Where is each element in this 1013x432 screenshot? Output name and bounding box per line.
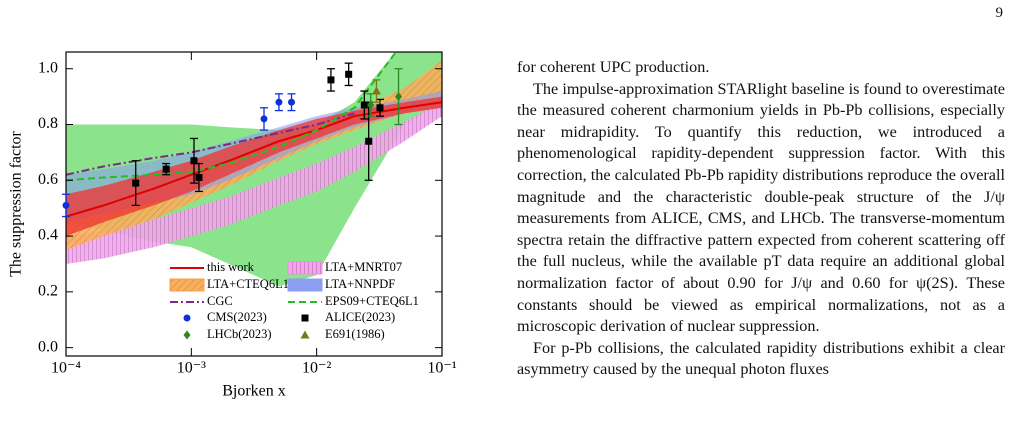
y-axis-label: The suppression factor <box>8 130 25 276</box>
x-tick-label: 10⁻³ <box>177 360 206 377</box>
marker <box>162 165 170 173</box>
marker <box>183 314 191 322</box>
marker <box>260 115 268 123</box>
marker <box>300 330 310 339</box>
band <box>66 96 442 237</box>
legend-label: E691(1986) <box>325 327 385 341</box>
y-tick-label: 0.0 <box>38 338 58 355</box>
marker <box>183 330 191 340</box>
line <box>66 112 355 176</box>
chart: The suppression factor Bjorken x this wo… <box>8 51 457 400</box>
y-tick-label: 0.8 <box>38 115 58 132</box>
marker <box>275 98 283 106</box>
y-tick-label: 0.4 <box>38 227 58 244</box>
legend-label: LHCb(2023) <box>207 327 272 341</box>
paragraph: for coherent UPC production. <box>517 58 710 76</box>
legend-label: EPS09+CTEQ6L1 <box>325 294 419 308</box>
band <box>66 102 442 264</box>
x-tick-label: 10⁻² <box>302 360 331 377</box>
legend-label: ALICE(2023) <box>325 310 395 324</box>
legend-label: LTA+CTEQ6L1 <box>207 277 289 291</box>
marker <box>365 137 373 145</box>
x-tick-label: 10⁻¹ <box>427 360 456 377</box>
paragraph: The impulse-approximation STARlight base… <box>517 79 1005 336</box>
legend-label: this work <box>207 260 255 274</box>
x-axis-label: Bjorken x <box>222 383 286 400</box>
legend-label: CMS(2023) <box>207 310 267 324</box>
legend-swatch <box>287 261 323 275</box>
paragraph: For p-Pb collisions, the calculated rapi… <box>517 338 1005 379</box>
page-number: 9 <box>995 5 1004 21</box>
marker <box>327 76 335 84</box>
x-tick-label: 10⁻⁴ <box>51 360 81 377</box>
y-tick-label: 1.0 <box>38 59 58 76</box>
legend-label: CGC <box>207 294 233 308</box>
y-tick-label: 0.2 <box>38 283 58 300</box>
marker <box>288 98 296 106</box>
body-text: for coherent UPC production. The impulse-… <box>517 57 1005 381</box>
marker <box>132 179 140 187</box>
marker <box>301 314 309 322</box>
marker <box>195 174 203 182</box>
marker <box>360 101 368 109</box>
marker <box>345 70 353 78</box>
legend-label: LTA+NNPDF <box>325 277 395 291</box>
line <box>66 52 398 182</box>
marker <box>371 86 381 95</box>
marker <box>376 104 384 112</box>
legend-swatch <box>287 278 323 292</box>
marker <box>190 157 198 165</box>
legend-swatch <box>169 278 205 292</box>
marker <box>62 201 70 209</box>
legend-label: LTA+MNRT07 <box>325 260 402 274</box>
y-tick-label: 0.6 <box>38 171 58 188</box>
marker <box>395 92 403 102</box>
